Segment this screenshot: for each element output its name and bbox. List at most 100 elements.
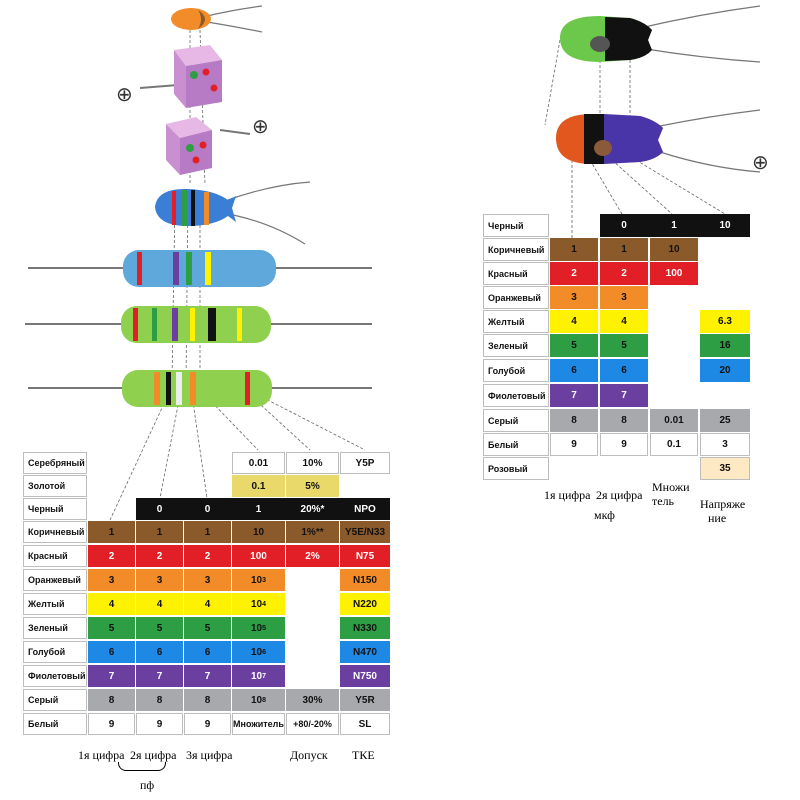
digit-1-cell: 9 bbox=[550, 433, 598, 456]
multiplier-base: 10 bbox=[250, 622, 263, 634]
digit-2-cell: 3 bbox=[136, 569, 183, 591]
tke-cell: N470 bbox=[340, 641, 390, 663]
multiplier-base: 10 bbox=[250, 670, 263, 682]
digit-1-cell: 2 bbox=[88, 545, 135, 567]
color-label: Коричневый bbox=[23, 521, 87, 543]
multiplier-cell: 10 bbox=[650, 238, 698, 261]
orange-capacitor bbox=[171, 5, 263, 33]
tke-cell: Y5P bbox=[340, 452, 390, 474]
tolerance-black: 20%* bbox=[286, 498, 339, 520]
footer-digit-1: 1я цифра bbox=[544, 488, 591, 502]
multiplier-black: 1 bbox=[232, 498, 285, 520]
digit-2-cell: 6 bbox=[600, 359, 648, 382]
tolerance-red: 2% bbox=[286, 545, 339, 567]
tke-cell: N330 bbox=[340, 617, 390, 639]
color-label: Фиолетовый bbox=[23, 665, 87, 687]
digit-3-cell: 5 bbox=[184, 617, 231, 639]
digit-1-cell: 2 bbox=[550, 262, 598, 285]
tolerance-gray: 30% bbox=[286, 689, 339, 711]
multiplier-cell: 0.1 bbox=[650, 433, 698, 456]
multiplier-gold: 0.1 bbox=[232, 475, 285, 497]
voltage-cell: 16 bbox=[700, 334, 750, 357]
tolerance-silver: 10% bbox=[286, 452, 339, 474]
digit-1-cell: 8 bbox=[550, 409, 598, 432]
resistor-green bbox=[25, 306, 372, 343]
digit-1-cell: 4 bbox=[550, 310, 598, 333]
purple-block-capacitor-2 bbox=[166, 117, 251, 175]
digit-3-cell: 1 bbox=[184, 521, 231, 543]
digit-3-cell: 4 bbox=[184, 593, 231, 615]
color-label: Голубой bbox=[483, 359, 549, 382]
tke-cell: Y5E/N33 bbox=[340, 521, 390, 543]
footer-unit: пф bbox=[140, 778, 155, 792]
digit-1-cell: 3 bbox=[88, 569, 135, 591]
voltage-cell: 25 bbox=[700, 409, 750, 432]
footer-digit-1: 1я цифра bbox=[78, 748, 125, 762]
digit-3-cell: 2 bbox=[184, 545, 231, 567]
brace bbox=[118, 762, 166, 771]
color-label: Оранжевый bbox=[483, 286, 549, 309]
tke-cell: N150 bbox=[340, 569, 390, 591]
color-label: Золотой bbox=[23, 475, 87, 497]
multiplier-base: 10 bbox=[250, 646, 263, 658]
digit-2-cell: 9 bbox=[136, 713, 183, 735]
digit-2-cell: 5 bbox=[136, 617, 183, 639]
digit-2-cell: 5 bbox=[600, 334, 648, 357]
digit-1-cell: 5 bbox=[88, 617, 135, 639]
footer-voltage-2: ние bbox=[708, 511, 727, 525]
color-label: Оранжевый bbox=[23, 569, 87, 591]
tolerance-brown: 1%** bbox=[286, 521, 339, 543]
digit-3-cell: 9 bbox=[184, 713, 231, 735]
blue-capacitor bbox=[155, 181, 311, 245]
multiplier-power: 10 5 bbox=[232, 617, 285, 639]
multiplier-footer: Множитель bbox=[232, 713, 285, 735]
multiplier-base: 10 bbox=[250, 598, 263, 610]
digit-2-cell: 8 bbox=[600, 409, 648, 432]
digit-2-cell: 9 bbox=[600, 433, 648, 456]
color-label: Белый bbox=[23, 713, 87, 735]
digit-2-cell: 2 bbox=[136, 545, 183, 567]
digit-2-cell: 0 bbox=[600, 214, 648, 237]
color-label: Розовый bbox=[483, 457, 549, 480]
multiplier-cell: 1 bbox=[650, 214, 698, 237]
digit-2-cell: 1 bbox=[600, 238, 648, 261]
voltage-cell: 35 bbox=[700, 457, 750, 480]
digit-3-cell: 6 bbox=[184, 641, 231, 663]
multiplier-exponent: 5 bbox=[262, 624, 267, 632]
digit-1-cell: 9 bbox=[88, 713, 135, 735]
digit-1-cell: 3 bbox=[550, 286, 598, 309]
right-leader-lines bbox=[544, 39, 726, 238]
digit-2-cell: 4 bbox=[136, 593, 183, 615]
footer-unit: мкф bbox=[594, 508, 615, 522]
multiplier-base: 10 bbox=[250, 694, 263, 706]
footer-digit-2: 2я цифра bbox=[130, 748, 177, 762]
multiplier-cell: 0.01 bbox=[650, 409, 698, 432]
resistor-green-2 bbox=[28, 370, 372, 407]
voltage-cell: 6.3 bbox=[700, 310, 750, 333]
digit-2-cell: 2 bbox=[600, 262, 648, 285]
multiplier-power: 10 3 bbox=[232, 569, 285, 591]
footer-digit-2: 2я цифра bbox=[596, 488, 643, 502]
color-label: Желтый bbox=[483, 310, 549, 333]
digit-1-cell: 7 bbox=[88, 665, 135, 687]
digit-2-cell: 7 bbox=[136, 665, 183, 687]
multiplier-cell: 100 bbox=[650, 262, 698, 285]
voltage-cell: 20 bbox=[700, 359, 750, 382]
color-label: Черный bbox=[23, 498, 87, 520]
tke-cell: N750 bbox=[340, 665, 390, 687]
digit-3-cell: 7 bbox=[184, 665, 231, 687]
voltage-cell: 3 bbox=[700, 433, 750, 456]
digit-2-cell: 0 bbox=[136, 498, 183, 520]
color-label: Голубой bbox=[23, 641, 87, 663]
digit-3-cell: 8 bbox=[184, 689, 231, 711]
color-label: Коричневый bbox=[483, 238, 549, 261]
digit-3-cell: 3 bbox=[184, 569, 231, 591]
multiplier-power: 10 7 bbox=[232, 665, 285, 687]
digit-1-cell: 4 bbox=[88, 593, 135, 615]
footer-digit-3: 3я цифра bbox=[186, 748, 233, 762]
color-label: Желтый bbox=[23, 593, 87, 615]
purple-block-capacitor-1 bbox=[139, 45, 222, 108]
digit-3-cell: 0 bbox=[184, 498, 231, 520]
tke-cell: N75 bbox=[340, 545, 390, 567]
digit-1-cell: 5 bbox=[550, 334, 598, 357]
